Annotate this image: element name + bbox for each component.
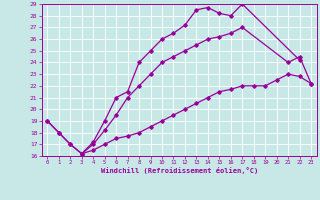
X-axis label: Windchill (Refroidissement éolien,°C): Windchill (Refroidissement éolien,°C): [100, 167, 258, 174]
